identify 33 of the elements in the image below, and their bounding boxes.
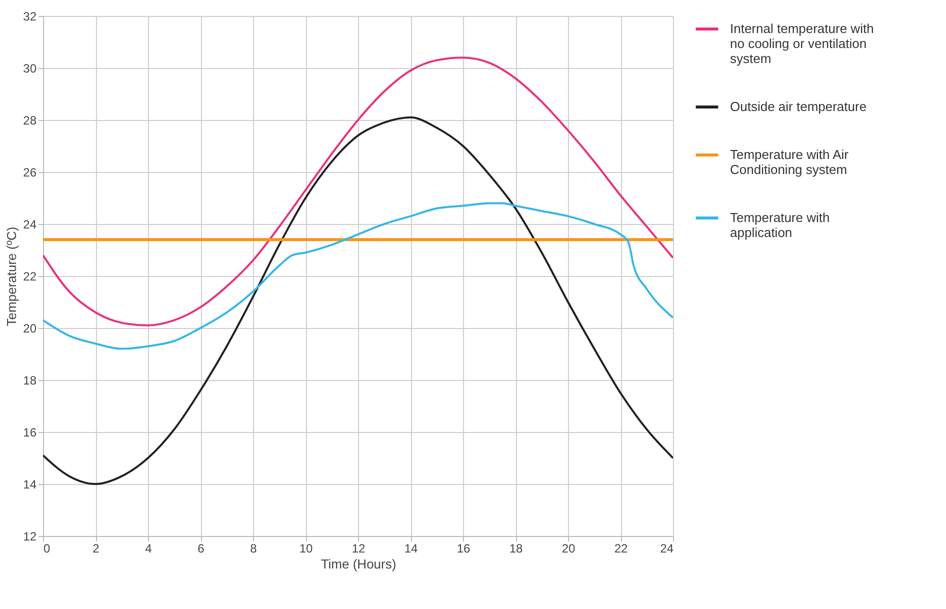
y-tick-label: 30: [23, 62, 37, 76]
y-tick-label: 26: [23, 166, 37, 180]
x-tick-label: 4: [145, 542, 152, 556]
x-tick-label: 14: [404, 542, 418, 556]
x-axis-title: Time (Hours): [320, 556, 396, 572]
x-tick-label: 18: [509, 542, 523, 556]
y-axis-title: Temperature (ºC): [4, 226, 20, 326]
x-tick-label: 2: [92, 542, 100, 556]
y-tick-label: 28: [23, 114, 37, 128]
y-tick-label: 24: [23, 218, 37, 232]
x-tick-label: 6: [198, 542, 205, 556]
x-tick-label: 12: [352, 542, 366, 556]
legend-label: Temperature with application: [730, 210, 830, 240]
y-tick-label: 16: [23, 426, 37, 440]
x-tick-label: 24: [660, 542, 674, 556]
y-tick-label: 22: [23, 270, 37, 284]
legend-label: Temperature with Air Conditioning system: [730, 147, 850, 177]
y-tick-label: 14: [23, 478, 37, 492]
line-series: [43, 202, 673, 350]
x-tick-label: 10: [299, 542, 313, 556]
y-tick-label: 20: [23, 322, 37, 336]
x-tick-label: 16: [456, 542, 470, 556]
x-tick-label: 20: [562, 542, 576, 556]
x-tick-label: 22: [614, 542, 628, 556]
y-tick-label: 12: [23, 530, 37, 544]
x-tick-label: 0: [44, 542, 50, 556]
line-series: [43, 56, 673, 326]
legend-label: Internal temperature with no cooling or ventilation system: [730, 21, 874, 66]
line-series: [43, 116, 673, 485]
x-tick-label: 8: [250, 542, 258, 556]
legend-label: Outside air temperature: [730, 99, 867, 114]
y-tick-label: 32: [23, 10, 37, 24]
y-tick-label: 18: [23, 374, 37, 388]
